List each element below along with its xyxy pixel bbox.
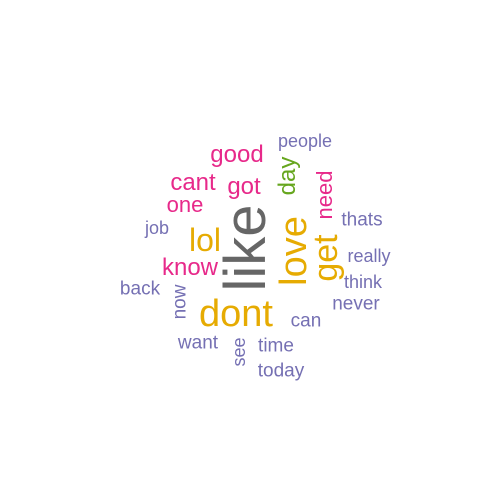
word-want: want bbox=[177, 332, 219, 354]
word-know: know bbox=[161, 254, 219, 281]
word-job: job bbox=[144, 218, 170, 238]
word-dont: dont bbox=[199, 293, 273, 335]
word-back: back bbox=[119, 278, 161, 300]
word-like: like bbox=[213, 204, 278, 292]
word-cant: cant bbox=[170, 169, 216, 196]
word-think: think bbox=[343, 272, 383, 292]
word-thats: thats bbox=[341, 209, 383, 231]
word-now: now bbox=[169, 284, 191, 320]
word-one: one bbox=[166, 192, 204, 217]
word-really: really bbox=[347, 246, 391, 266]
word-can: can bbox=[290, 310, 322, 332]
word-need: need bbox=[312, 170, 337, 220]
word-never: never bbox=[332, 293, 380, 315]
word-good: good bbox=[210, 141, 264, 168]
word-today: today bbox=[257, 360, 305, 382]
word-see: see bbox=[229, 337, 249, 367]
word-day: day bbox=[274, 156, 301, 196]
word-time: time bbox=[258, 335, 294, 357]
word-lol: lol bbox=[188, 222, 222, 258]
word-people: people bbox=[277, 131, 333, 151]
word-got: got bbox=[227, 173, 261, 200]
word-get: get bbox=[307, 234, 345, 282]
